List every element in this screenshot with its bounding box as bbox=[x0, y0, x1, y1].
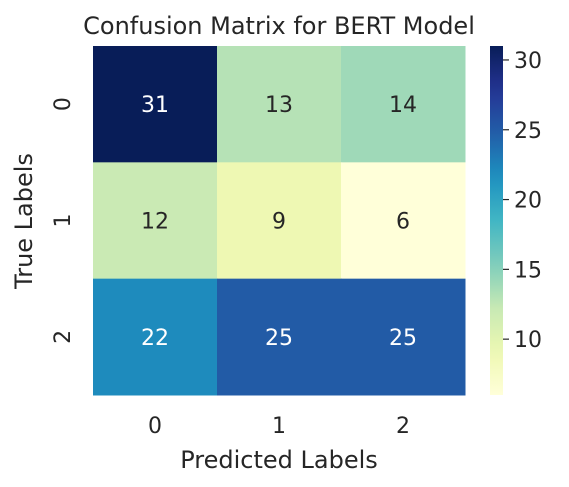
heatmap-cell-0-2 bbox=[341, 46, 466, 163]
cell-value-label-2-2: 25 bbox=[389, 326, 417, 351]
x-tick-label-0: 0 bbox=[148, 414, 162, 439]
colorbar-tick-label-15: 15 bbox=[514, 258, 542, 283]
heatmap-cell-0-1 bbox=[217, 46, 342, 163]
cell-value-label-2-1: 25 bbox=[265, 326, 293, 351]
cell-value-label-1-0: 12 bbox=[141, 209, 169, 234]
heatmap-cell-1-1 bbox=[217, 162, 342, 280]
heatmap-cell-0-0 bbox=[93, 46, 218, 163]
heatmap-cell-2-2 bbox=[341, 278, 466, 396]
cell-value-label-0-1: 13 bbox=[265, 93, 293, 118]
heatmap-cell-2-1 bbox=[217, 278, 342, 396]
x-axis-label: Predicted Labels bbox=[180, 446, 378, 474]
heatmap-cell-1-0 bbox=[93, 162, 218, 280]
y-tick-label-1: 1 bbox=[51, 213, 76, 227]
y-tick-labels: 0 1 2 bbox=[51, 97, 76, 344]
cell-value-label-0-2: 14 bbox=[389, 93, 417, 118]
cell-value-label-0-0: 31 bbox=[141, 93, 169, 118]
x-tick-labels: 0 1 2 bbox=[148, 414, 410, 439]
heatmap-cells: 31 13 14 12 9 6 22 25 25 bbox=[93, 46, 466, 396]
heatmap-cell-1-2 bbox=[341, 162, 466, 280]
heatmap-cell-2-0 bbox=[93, 278, 218, 396]
colorbar-tick-label-10: 10 bbox=[514, 328, 542, 353]
cell-value-label-1-1: 9 bbox=[272, 209, 286, 234]
x-tick-label-2: 2 bbox=[396, 414, 410, 439]
y-tick-label-0: 0 bbox=[51, 97, 76, 111]
colorbar bbox=[490, 46, 503, 395]
colorbar-tick-label-20: 20 bbox=[514, 189, 542, 214]
cell-value-label-2-0: 22 bbox=[141, 326, 169, 351]
chart-title: Confusion Matrix for BERT Model bbox=[83, 12, 475, 40]
y-tick-label-2: 2 bbox=[51, 330, 76, 344]
colorbar-tick-label-25: 25 bbox=[514, 119, 542, 144]
cell-value-label-1-2: 6 bbox=[396, 209, 410, 234]
y-axis-label: True Labels bbox=[10, 153, 38, 290]
x-tick-label-1: 1 bbox=[272, 414, 286, 439]
colorbar-tick-label-30: 30 bbox=[514, 49, 542, 74]
colorbar-ticks: 10 15 20 25 30 bbox=[503, 49, 542, 353]
